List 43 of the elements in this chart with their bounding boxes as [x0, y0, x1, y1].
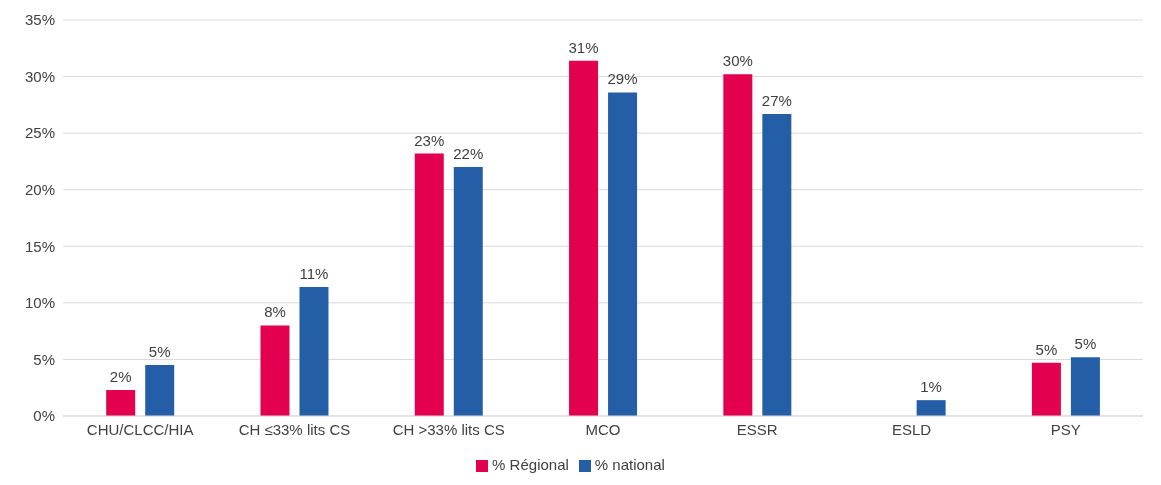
bar — [916, 400, 946, 416]
x-tick-label: PSY — [1050, 420, 1081, 438]
data-label: 5% — [1035, 340, 1058, 358]
bar — [414, 153, 444, 416]
y-tick-label: 5% — [33, 350, 55, 368]
data-label: 11% — [299, 265, 329, 283]
legend-label: % national — [594, 456, 665, 473]
y-tick-label: 25% — [24, 124, 55, 142]
y-tick-label: 15% — [24, 237, 55, 255]
legend-label: % Régional — [492, 456, 569, 473]
x-tick-label: ESSR — [736, 420, 778, 438]
data-label: 23% — [414, 131, 445, 149]
bar — [260, 325, 290, 416]
y-tick-label: 30% — [24, 67, 55, 85]
x-tick-label: ESLD — [891, 420, 932, 438]
bar — [569, 60, 599, 416]
bar — [762, 113, 792, 416]
data-label: 27% — [761, 91, 792, 109]
data-label: 29% — [607, 70, 638, 88]
bar — [1070, 357, 1100, 416]
x-tick-label: CH >33% lits CS — [392, 420, 505, 438]
y-tick-label: 10% — [24, 294, 55, 312]
x-tick-label: CH ≤33% lits CS — [238, 420, 351, 438]
x-tick-label: MCO — [585, 420, 621, 438]
data-label: 22% — [453, 145, 484, 163]
data-label: 5% — [148, 343, 171, 361]
data-label: 1% — [920, 378, 942, 396]
bar — [145, 365, 175, 416]
data-label: 31% — [568, 38, 599, 56]
data-label: 8% — [264, 303, 286, 321]
bar — [1031, 362, 1061, 416]
x-tick-label: CHU/CLCC/HIA — [86, 420, 194, 438]
bar — [453, 167, 483, 416]
y-tick-label: 0% — [33, 407, 55, 425]
bar — [608, 92, 638, 416]
y-tick-label: 35% — [24, 11, 55, 29]
bar — [106, 389, 136, 416]
data-label: 2% — [109, 367, 132, 385]
data-label: 30% — [722, 52, 753, 70]
bar — [299, 287, 329, 416]
y-tick-label: 20% — [24, 181, 55, 199]
bar — [723, 74, 753, 416]
data-label: 5% — [1074, 335, 1097, 353]
